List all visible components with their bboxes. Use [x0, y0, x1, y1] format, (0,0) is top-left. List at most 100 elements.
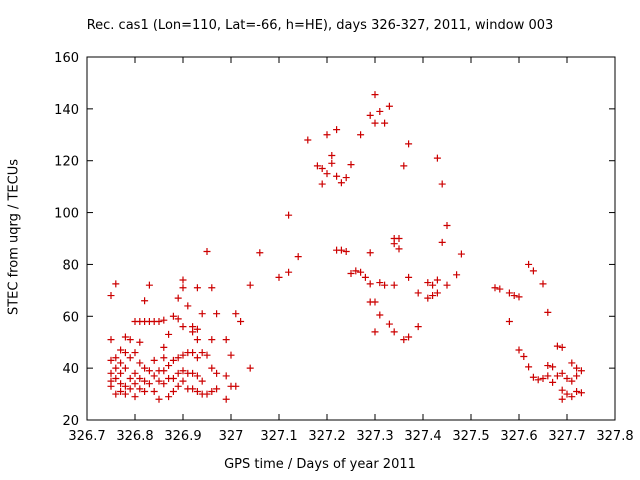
y-tick-label: 20: [62, 414, 79, 429]
data-point: [544, 308, 552, 316]
data-point: [534, 376, 542, 384]
data-point: [150, 356, 158, 364]
data-point: [179, 284, 187, 292]
data-point: [558, 386, 566, 394]
data-point: [405, 140, 413, 148]
y-axis-label: STEC from uqrg / TECUs: [6, 158, 22, 316]
data-point: [563, 375, 571, 383]
data-point: [227, 351, 235, 359]
data-point: [131, 369, 139, 377]
y-tick-label: 120: [54, 155, 79, 170]
data-point: [179, 276, 187, 284]
x-tick-label: 327.3: [356, 429, 393, 444]
x-tick-label: 327.6: [500, 429, 537, 444]
data-point: [429, 292, 437, 300]
data-point: [246, 364, 254, 372]
data-point: [136, 385, 144, 393]
data-point: [544, 362, 552, 370]
data-point: [237, 317, 245, 325]
data-point: [117, 380, 125, 388]
y-tick-label: 80: [62, 258, 79, 273]
data-point: [169, 375, 177, 383]
data-point: [337, 246, 345, 254]
data-point: [121, 364, 129, 372]
data-point: [193, 325, 201, 333]
data-point: [112, 354, 120, 362]
data-point: [208, 336, 216, 344]
data-point: [169, 387, 177, 395]
data-point: [371, 119, 379, 127]
data-point: [376, 107, 384, 115]
data-point: [169, 312, 177, 320]
data-point: [323, 170, 331, 178]
data-point: [376, 279, 384, 287]
data-point: [193, 387, 201, 395]
data-point: [323, 131, 331, 139]
data-point: [141, 297, 149, 305]
data-point: [136, 338, 144, 346]
data-point: [313, 162, 321, 170]
data-point: [131, 349, 139, 357]
data-point: [347, 161, 355, 169]
x-tick-label: 327.1: [260, 429, 297, 444]
data-point: [395, 245, 403, 253]
data-point: [429, 281, 437, 289]
data-point: [213, 369, 221, 377]
data-point: [414, 323, 422, 331]
data-point: [515, 293, 523, 301]
data-point: [203, 247, 211, 255]
data-point: [189, 349, 197, 357]
data-point: [424, 294, 432, 302]
data-point: [529, 373, 537, 381]
x-axis-label: GPS time / Days of year 2011: [224, 457, 416, 472]
data-point: [390, 240, 398, 248]
data-point: [222, 336, 230, 344]
data-point: [285, 211, 293, 219]
data-point: [126, 336, 134, 344]
data-point: [174, 294, 182, 302]
data-point: [342, 247, 350, 255]
data-point: [515, 346, 523, 354]
data-point: [505, 289, 513, 297]
data-points: [107, 91, 585, 403]
data-point: [529, 267, 537, 275]
data-point: [112, 364, 120, 372]
data-point: [121, 333, 129, 341]
data-point: [160, 343, 168, 351]
data-point: [198, 377, 206, 385]
data-point: [510, 292, 518, 300]
data-point: [193, 336, 201, 344]
data-point: [107, 382, 115, 390]
data-point: [433, 289, 441, 297]
x-tick-label: 327.7: [548, 429, 585, 444]
data-point: [179, 367, 187, 375]
data-point: [117, 346, 125, 354]
data-point: [165, 393, 173, 401]
chart-title: Rec. cas1 (Lon=110, Lat=-66, h=HE), days…: [86, 18, 554, 33]
data-point: [169, 356, 177, 364]
data-point: [256, 249, 264, 257]
data-point: [131, 380, 139, 388]
data-point: [549, 363, 557, 371]
data-point: [390, 281, 398, 289]
x-tick-label: 326.9: [164, 429, 201, 444]
data-point: [193, 284, 201, 292]
y-tick-label: 60: [62, 310, 79, 325]
data-point: [496, 285, 504, 293]
x-tick-label: 327: [219, 429, 244, 444]
data-point: [155, 317, 163, 325]
data-point: [208, 387, 216, 395]
data-point: [457, 250, 465, 258]
x-tick-label: 327.2: [308, 429, 345, 444]
data-point: [165, 330, 173, 338]
data-point: [558, 395, 566, 403]
data-point: [558, 343, 566, 351]
data-point: [107, 369, 115, 377]
data-point: [121, 390, 129, 398]
data-point: [381, 281, 389, 289]
data-point: [145, 380, 153, 388]
data-point: [385, 102, 393, 110]
x-tick-label: 327.4: [404, 429, 441, 444]
y-tick-label: 100: [54, 207, 79, 222]
data-point: [433, 276, 441, 284]
